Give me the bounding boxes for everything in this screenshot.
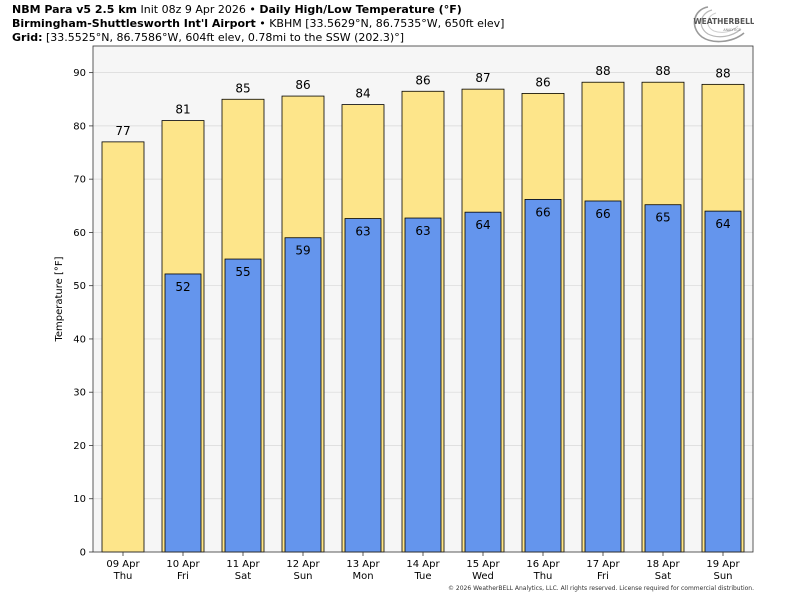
x-tick-weekday-label: Wed xyxy=(472,571,494,582)
x-tick-weekday-label: Sat xyxy=(235,571,251,582)
x-tick-weekday-label: Thu xyxy=(113,571,133,582)
low-temp-label: 66 xyxy=(535,205,550,219)
x-tick-date-label: 14 Apr xyxy=(406,559,440,570)
low-temp-bar xyxy=(464,211,502,553)
high-temp-label: 88 xyxy=(715,66,730,80)
grid-label: Grid: xyxy=(12,31,43,44)
low-temp-label: 63 xyxy=(355,225,370,239)
y-tick-label: 40 xyxy=(73,334,86,345)
high-temp-label: 84 xyxy=(355,87,370,101)
x-tick-date-label: 13 Apr xyxy=(346,559,380,570)
y-tick-label: 90 xyxy=(73,68,86,79)
copyright-notice: © 2026 WeatherBELL Analytics, LLC. All r… xyxy=(448,585,754,592)
product-name: Daily High/Low Temperature (°F) xyxy=(259,3,462,16)
x-tick-weekday-label: Tue xyxy=(413,571,431,582)
low-temp-label: 64 xyxy=(715,217,730,231)
separator: • xyxy=(249,3,256,16)
x-tick-weekday-label: Mon xyxy=(352,571,373,582)
low-temp-label: 55 xyxy=(235,265,250,279)
low-temp-bar xyxy=(524,198,562,553)
low-temp-bar xyxy=(644,204,682,553)
x-tick-weekday-label: Thu xyxy=(533,571,553,582)
low-temp-bar xyxy=(224,258,262,553)
low-temp-bar xyxy=(284,237,322,553)
y-tick-label: 50 xyxy=(73,281,86,292)
y-tick-label: 0 xyxy=(80,548,86,559)
low-temp-label: 59 xyxy=(295,244,310,258)
x-tick-date-label: 12 Apr xyxy=(286,559,320,570)
x-tick-weekday-label: Sun xyxy=(293,571,312,582)
low-temp-label: 64 xyxy=(475,218,490,232)
x-tick-weekday-label: Fri xyxy=(597,571,609,582)
x-tick-date-label: 17 Apr xyxy=(586,559,620,570)
logo-text: WEATHERBELL xyxy=(693,17,754,26)
x-tick-date-label: 11 Apr xyxy=(226,559,260,570)
high-temp-label: 86 xyxy=(415,73,430,87)
x-tick-weekday-label: Fri xyxy=(177,571,189,582)
low-temp-label: 65 xyxy=(655,211,670,225)
x-tick-date-label: 18 Apr xyxy=(646,559,680,570)
station-name: Birmingham-Shuttlesworth Int'l Airport xyxy=(12,17,256,30)
x-tick-date-label: 16 Apr xyxy=(526,559,560,570)
y-tick-label: 10 xyxy=(73,494,86,505)
y-tick-label: 60 xyxy=(73,228,86,239)
low-temp-bar xyxy=(704,210,742,553)
station-details: KBHM [33.5629°N, 86.7535°W, 650ft elev] xyxy=(269,17,505,30)
high-temp-label: 86 xyxy=(295,78,310,92)
low-temp-bar xyxy=(164,273,202,553)
high-temp-bar xyxy=(101,141,145,553)
high-temp-label: 81 xyxy=(175,103,190,117)
x-tick-date-label: 10 Apr xyxy=(166,559,200,570)
y-tick-label: 20 xyxy=(73,441,86,452)
init-time: Init 08z 9 Apr 2026 xyxy=(140,3,246,16)
low-temp-bar xyxy=(404,217,442,553)
logo-subtext: ANALYTICS xyxy=(723,28,740,32)
x-tick-date-label: 19 Apr xyxy=(706,559,740,570)
high-temp-label: 77 xyxy=(115,124,130,138)
y-tick-label: 70 xyxy=(73,175,86,186)
high-temp-label: 88 xyxy=(595,64,610,78)
bars: 77 81 52 85 55 86 59 84 63 86 63 87 64 86 66 88 66 88 65 88… xyxy=(101,64,745,553)
high-temp-label: 85 xyxy=(235,81,250,95)
y-axis-label: Temperature [°F] xyxy=(54,256,65,342)
y-tick-label: 80 xyxy=(73,121,86,132)
separator: • xyxy=(259,17,266,30)
low-temp-label: 52 xyxy=(175,280,190,294)
header-line-1: NBM Para v5 2.5 km Init 08z 9 Apr 2026 •… xyxy=(12,3,462,17)
header-line-3: Grid: [33.5525°N, 86.7586°W, 604ft elev,… xyxy=(12,31,404,45)
high-temp-label: 86 xyxy=(535,75,550,89)
low-temp-bar xyxy=(584,200,622,553)
low-temp-label: 63 xyxy=(415,224,430,238)
y-tick-label: 30 xyxy=(73,388,86,399)
high-temp-label: 88 xyxy=(655,64,670,78)
header-line-2: Birmingham-Shuttlesworth Int'l Airport •… xyxy=(12,17,504,31)
high-temp-label: 87 xyxy=(475,71,490,85)
x-tick-date-label: 15 Apr xyxy=(466,559,500,570)
x-tick-date-label: 09 Apr xyxy=(106,559,140,570)
low-temp-label: 66 xyxy=(595,207,610,221)
model-name: NBM Para v5 2.5 km xyxy=(12,3,137,16)
low-temp-bar xyxy=(344,218,382,553)
x-tick-weekday-label: Sun xyxy=(713,571,732,582)
grid-details: [33.5525°N, 86.7586°W, 604ft elev, 0.78m… xyxy=(46,31,404,44)
x-tick-weekday-label: Sat xyxy=(655,571,671,582)
weatherbell-logo: WEATHERBELL ANALYTICS xyxy=(693,6,754,43)
